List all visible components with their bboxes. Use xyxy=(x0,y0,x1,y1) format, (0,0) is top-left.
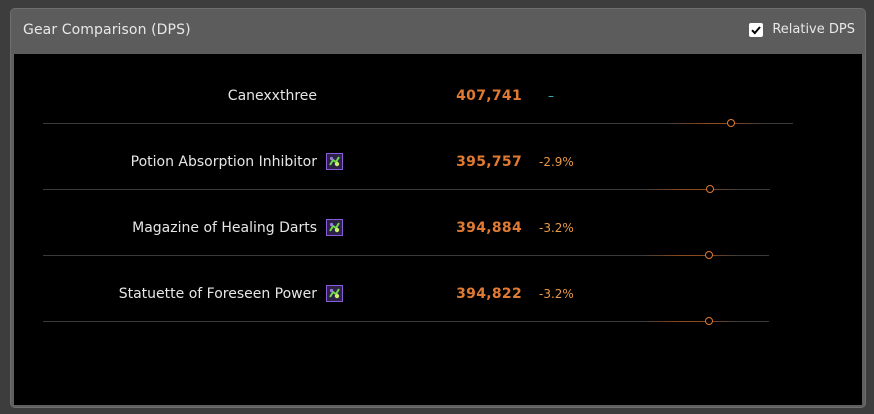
list-item: Canexxthree 407,741 – xyxy=(14,54,862,127)
relative-dps-checkbox[interactable] xyxy=(749,22,764,37)
row-divider xyxy=(43,189,770,190)
list-item: Potion Absorption Inhibitor 395,757 -2.9… xyxy=(14,120,862,193)
row-divider xyxy=(43,255,769,256)
item-name: Statuette of Foreseen Power xyxy=(118,286,317,302)
dps-delta: -3.2% xyxy=(539,287,574,301)
dps-marker xyxy=(727,119,735,127)
list-item: Magazine of Healing Darts 394,884 -3.2% xyxy=(14,186,862,259)
item-name: Magazine of Healing Darts xyxy=(132,220,317,236)
dps-marker xyxy=(705,317,713,325)
relative-dps-label: Relative DPS xyxy=(772,22,855,37)
dps-range-bar xyxy=(640,255,740,256)
item-name: Potion Absorption Inhibitor xyxy=(130,154,317,170)
dps-range-bar xyxy=(664,123,764,124)
dps-range-bar xyxy=(640,321,740,322)
gear-comparison-panel: Gear Comparison (DPS) Relative DPS Canex… xyxy=(10,8,866,408)
dps-marker xyxy=(706,185,714,193)
dps-delta: -3.2% xyxy=(539,221,574,235)
dps-value: 407,741 xyxy=(456,88,522,104)
panel-title: Gear Comparison (DPS) xyxy=(23,22,191,38)
comparison-list: Canexxthree 407,741 – Potion Absorption … xyxy=(14,54,862,405)
row-divider xyxy=(43,321,769,322)
dps-delta: -2.9% xyxy=(539,155,574,169)
trinket-icon[interactable] xyxy=(326,285,343,302)
panel-header: Gear Comparison (DPS) Relative DPS xyxy=(11,9,865,54)
dps-marker xyxy=(705,251,713,259)
item-name: Canexxthree xyxy=(227,88,317,104)
relative-dps-toggle[interactable]: Relative DPS xyxy=(749,22,855,37)
checkmark-icon xyxy=(751,25,762,34)
dps-value: 395,757 xyxy=(456,154,522,170)
dps-value: 394,884 xyxy=(456,220,522,236)
trinket-icon[interactable] xyxy=(326,153,343,170)
trinket-icon[interactable] xyxy=(326,219,343,236)
dps-delta: – xyxy=(548,89,554,103)
dps-value: 394,822 xyxy=(456,286,522,302)
list-item: Statuette of Foreseen Power 394,822 -3.2… xyxy=(14,252,862,325)
dps-range-bar xyxy=(642,189,742,190)
row-divider xyxy=(43,123,793,124)
